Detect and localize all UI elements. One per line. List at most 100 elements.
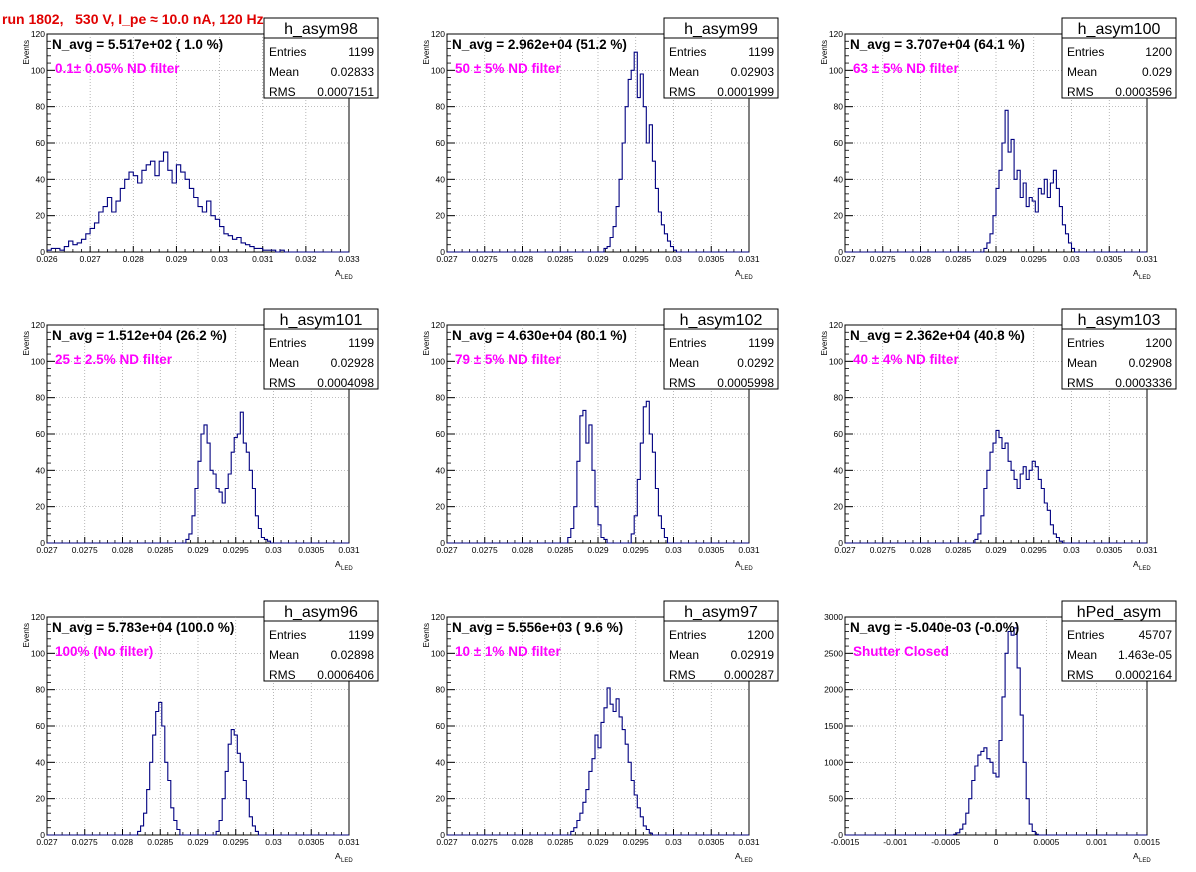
x-tick-label: 0.0275: [472, 837, 498, 847]
y-tick-label: 120: [31, 29, 45, 39]
x-tick-label: 0.0275: [72, 837, 98, 847]
histogram-name: h_asym97: [684, 604, 758, 621]
x-tick-label: 0.027: [436, 837, 458, 847]
x-tick-label: 0.031: [338, 837, 360, 847]
x-tick-label: 0.029: [166, 254, 188, 264]
stats-label-rms: RMS: [269, 85, 296, 99]
y-tick-label: 40: [36, 757, 46, 767]
x-tick-label: 0.0275: [870, 545, 896, 555]
y-tick-label: 60: [36, 429, 46, 439]
histogram-panel-h_asym98: 0.026 0.027 0.028 0.029 0.03 0.031 0.032 0.033 0…: [22, 17, 379, 281]
x-tick-label: 0.0285: [547, 545, 573, 555]
stats-value-mean: 0.02928: [331, 356, 375, 370]
y-axis-label: Events: [22, 331, 31, 355]
y-tick-label: 40: [36, 465, 46, 475]
y-tick-label: 80: [36, 685, 46, 695]
y-tick-label: 1000: [824, 757, 843, 767]
stats-box: [1061, 308, 1177, 390]
y-tick-label: 0: [838, 247, 843, 257]
stats-value-rms: 0.0005998: [717, 376, 774, 390]
x-tick-label: 0.0285: [147, 837, 173, 847]
histogram-panel-h_asym96: 0.027 0.0275 0.028 0.0285 0.029 0.0295 0.03 0.0…: [22, 600, 379, 864]
navg-annotation: N_avg = -5.040e-03 (-0.0%): [850, 620, 1019, 635]
stats-value-rms: 0.0006406: [317, 668, 374, 682]
stats-box: [663, 17, 779, 99]
histogram-series: [447, 51, 749, 253]
y-tick-label: 80: [436, 685, 446, 695]
x-tick-label: 0.029: [985, 545, 1007, 555]
x-tick-label: -0.0015: [831, 837, 860, 847]
stats-value-entries: 1200: [1145, 45, 1172, 59]
y-tick-label: 120: [829, 29, 843, 39]
histogram-series: [845, 429, 1147, 544]
x-tick-label: 0.0305: [1096, 254, 1122, 264]
x-axis-label: A: [735, 268, 741, 278]
y-tick-label: 2500: [824, 648, 843, 658]
x-axis-label-subscript: LED: [341, 275, 353, 281]
x-tick-label: 0.026: [36, 254, 58, 264]
stats-value-mean: 0.029: [1142, 65, 1172, 79]
y-tick-label: 0: [838, 830, 843, 840]
stats-label-rms: RMS: [1067, 85, 1094, 99]
x-tick-label: 0.03: [1063, 254, 1080, 264]
x-tick-label: 0.0285: [547, 254, 573, 264]
stats-box: [663, 600, 779, 682]
stats-label-entries: Entries: [669, 336, 706, 350]
x-tick-label: 0.029: [587, 837, 609, 847]
x-axis-label: A: [1133, 268, 1139, 278]
stats-value-entries: 1199: [348, 45, 374, 59]
y-tick-label: 60: [834, 429, 844, 439]
x-axis-label-subscript: LED: [1139, 566, 1151, 572]
x-tick-label: -0.0005: [931, 837, 960, 847]
histogram-name: h_asym99: [684, 21, 758, 38]
y-tick-label: 60: [36, 138, 46, 148]
x-tick-label: 0.028: [512, 545, 534, 555]
stats-value-entries: 1200: [1145, 336, 1172, 350]
histogram-series: [845, 109, 1147, 253]
stats-value-mean: 0.02908: [1129, 356, 1173, 370]
histogram-panel-h_asym99: 0.027 0.0275 0.028 0.0285 0.029 0.0295 0.03 0.0…: [422, 17, 779, 281]
x-tick-label: 0.0015: [1134, 837, 1160, 847]
x-axis-label: A: [335, 559, 341, 569]
stats-value-entries: 1199: [348, 336, 374, 350]
filter-annotation: 79 ± 5% ND filter: [455, 352, 561, 367]
stats-label-rms: RMS: [269, 668, 296, 682]
y-tick-label: 0: [40, 538, 45, 548]
y-tick-label: 100: [431, 648, 445, 658]
x-tick-label: 0.0305: [1096, 545, 1122, 555]
y-tick-label: 0: [440, 830, 445, 840]
x-tick-label: 0.0285: [945, 545, 971, 555]
stats-label-mean: Mean: [269, 356, 299, 370]
stats-label-entries: Entries: [669, 45, 706, 59]
navg-annotation: N_avg = 1.512e+04 (26.2 %): [52, 328, 227, 343]
stats-box: [663, 308, 779, 390]
histogram-series: [47, 151, 349, 253]
stats-value-mean: 0.02898: [331, 648, 375, 662]
x-axis-label-subscript: LED: [341, 566, 353, 572]
y-axis-label: Events: [820, 40, 829, 64]
stats-label-entries: Entries: [269, 336, 306, 350]
x-tick-label: 0.0295: [1021, 545, 1047, 555]
y-tick-label: 40: [834, 174, 844, 184]
y-tick-label: 0: [440, 247, 445, 257]
stats-value-rms: 0.0001999: [717, 85, 774, 99]
y-tick-label: 20: [36, 211, 46, 221]
x-tick-label: 0.03: [265, 545, 282, 555]
x-tick-label: 0.029: [587, 545, 609, 555]
x-tick-label: 0: [994, 837, 999, 847]
x-tick-label: 0.029: [187, 545, 209, 555]
stats-label-entries: Entries: [669, 628, 706, 642]
filter-annotation: 50 ± 5% ND filter: [455, 61, 561, 76]
stats-label-mean: Mean: [1067, 65, 1097, 79]
stats-label-mean: Mean: [269, 648, 299, 662]
x-tick-label: 0.0285: [945, 254, 971, 264]
stats-label-entries: Entries: [1067, 45, 1104, 59]
y-tick-label: 60: [436, 429, 446, 439]
stats-value-mean: 1.463e-05: [1118, 648, 1172, 662]
x-axis-label-subscript: LED: [741, 858, 753, 864]
x-tick-label: 0.0305: [698, 545, 724, 555]
x-tick-label: 0.0285: [547, 837, 573, 847]
x-tick-label: 0.03: [1063, 545, 1080, 555]
y-axis-label: Events: [22, 40, 31, 64]
